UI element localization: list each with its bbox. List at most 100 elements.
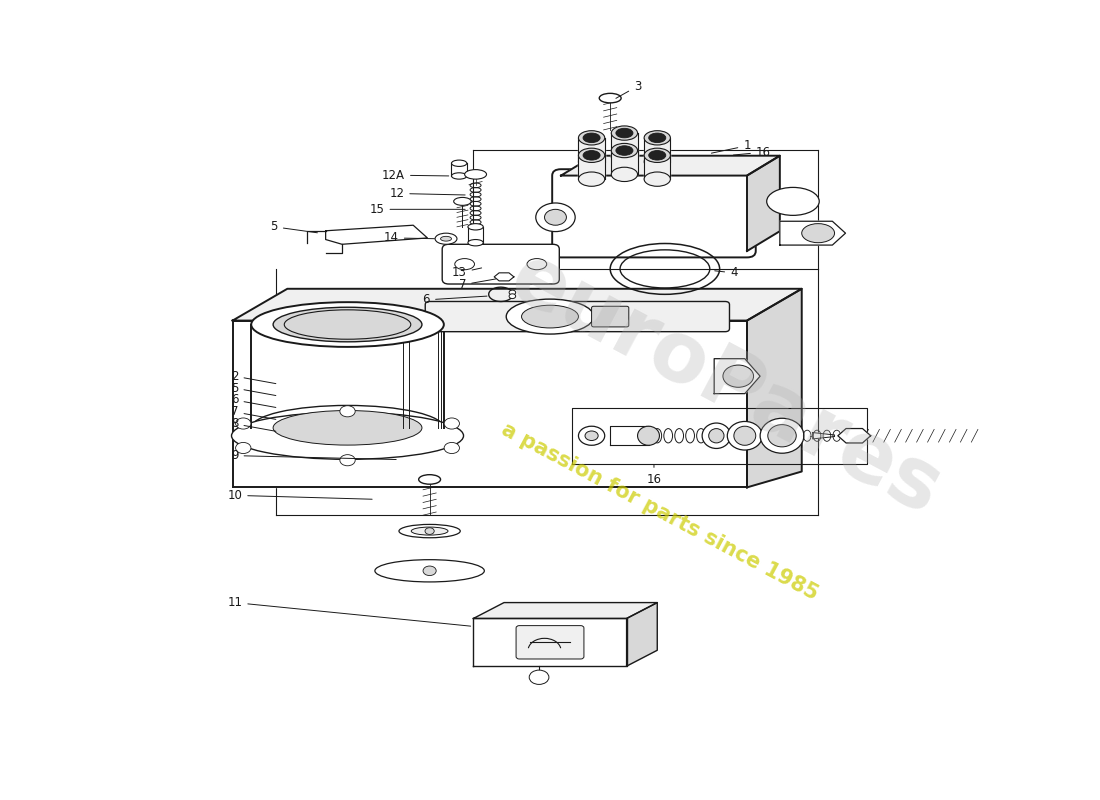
Text: 7: 7 [231, 406, 276, 419]
Ellipse shape [612, 126, 638, 140]
Ellipse shape [411, 527, 448, 535]
Circle shape [425, 528, 435, 534]
Polygon shape [747, 289, 802, 487]
Text: 5: 5 [231, 382, 276, 395]
Ellipse shape [649, 133, 666, 142]
Polygon shape [561, 156, 780, 175]
Circle shape [444, 442, 460, 454]
Ellipse shape [616, 146, 632, 155]
Polygon shape [813, 433, 835, 439]
Text: 7: 7 [459, 278, 496, 291]
Circle shape [509, 290, 516, 295]
Circle shape [340, 454, 355, 466]
Ellipse shape [521, 306, 579, 328]
Ellipse shape [451, 173, 466, 179]
Circle shape [235, 418, 251, 429]
Ellipse shape [645, 130, 670, 145]
Ellipse shape [768, 425, 796, 447]
Ellipse shape [464, 170, 486, 179]
Ellipse shape [453, 198, 471, 206]
Polygon shape [494, 273, 514, 281]
Ellipse shape [441, 236, 451, 241]
Text: 6: 6 [231, 394, 276, 407]
Text: 16: 16 [734, 146, 771, 158]
Circle shape [509, 294, 516, 298]
Ellipse shape [612, 150, 638, 164]
Ellipse shape [251, 406, 443, 450]
Ellipse shape [468, 239, 483, 246]
FancyBboxPatch shape [592, 306, 629, 327]
Polygon shape [714, 358, 760, 394]
Text: 2: 2 [231, 370, 276, 384]
Ellipse shape [529, 670, 549, 685]
Ellipse shape [708, 429, 724, 443]
Text: a passion for parts since 1985: a passion for parts since 1985 [497, 419, 822, 603]
Text: 10: 10 [228, 489, 372, 502]
Polygon shape [612, 133, 638, 157]
Text: 8: 8 [231, 418, 276, 431]
Text: 3: 3 [616, 80, 641, 98]
Circle shape [424, 566, 437, 575]
Polygon shape [645, 138, 670, 162]
Ellipse shape [583, 150, 601, 160]
Ellipse shape [649, 150, 666, 160]
Ellipse shape [399, 525, 460, 538]
Circle shape [444, 418, 460, 429]
Polygon shape [473, 602, 658, 618]
Circle shape [585, 431, 598, 441]
Polygon shape [326, 226, 428, 244]
Polygon shape [612, 150, 638, 174]
Text: euroPares: euroPares [495, 236, 955, 532]
Polygon shape [780, 222, 846, 245]
Ellipse shape [616, 128, 632, 138]
Text: 13: 13 [452, 266, 482, 279]
Ellipse shape [436, 233, 456, 244]
Text: 12: 12 [389, 187, 465, 200]
Ellipse shape [579, 130, 605, 145]
Ellipse shape [527, 258, 547, 270]
Ellipse shape [734, 426, 756, 446]
Ellipse shape [612, 167, 638, 182]
Ellipse shape [251, 302, 443, 347]
Ellipse shape [760, 418, 804, 454]
Text: 5: 5 [271, 220, 318, 234]
Ellipse shape [638, 426, 659, 446]
Ellipse shape [802, 224, 835, 242]
Ellipse shape [273, 410, 422, 445]
FancyBboxPatch shape [516, 626, 584, 659]
Polygon shape [627, 602, 658, 666]
Text: 1: 1 [712, 139, 750, 153]
Polygon shape [579, 155, 605, 179]
Ellipse shape [645, 172, 670, 186]
Polygon shape [579, 138, 605, 162]
Ellipse shape [273, 307, 422, 342]
Polygon shape [251, 325, 443, 428]
Ellipse shape [579, 148, 605, 162]
Ellipse shape [702, 423, 730, 449]
Polygon shape [232, 321, 747, 487]
Ellipse shape [375, 560, 484, 582]
Polygon shape [232, 289, 802, 321]
Polygon shape [610, 426, 649, 446]
Polygon shape [838, 429, 871, 443]
Polygon shape [747, 156, 780, 251]
Ellipse shape [583, 133, 601, 142]
Ellipse shape [454, 258, 474, 270]
FancyBboxPatch shape [552, 170, 756, 258]
Ellipse shape [600, 94, 621, 103]
Polygon shape [468, 227, 483, 242]
Text: 12A: 12A [382, 169, 449, 182]
Ellipse shape [451, 160, 466, 166]
Polygon shape [645, 155, 670, 179]
Ellipse shape [231, 412, 463, 459]
Text: 4: 4 [715, 266, 738, 279]
Text: 16: 16 [647, 465, 661, 486]
Circle shape [579, 426, 605, 446]
Text: 15: 15 [370, 203, 465, 216]
Ellipse shape [645, 148, 670, 162]
Ellipse shape [767, 187, 820, 215]
Ellipse shape [419, 474, 441, 484]
Ellipse shape [544, 210, 566, 226]
Polygon shape [846, 430, 862, 442]
FancyBboxPatch shape [426, 302, 729, 332]
